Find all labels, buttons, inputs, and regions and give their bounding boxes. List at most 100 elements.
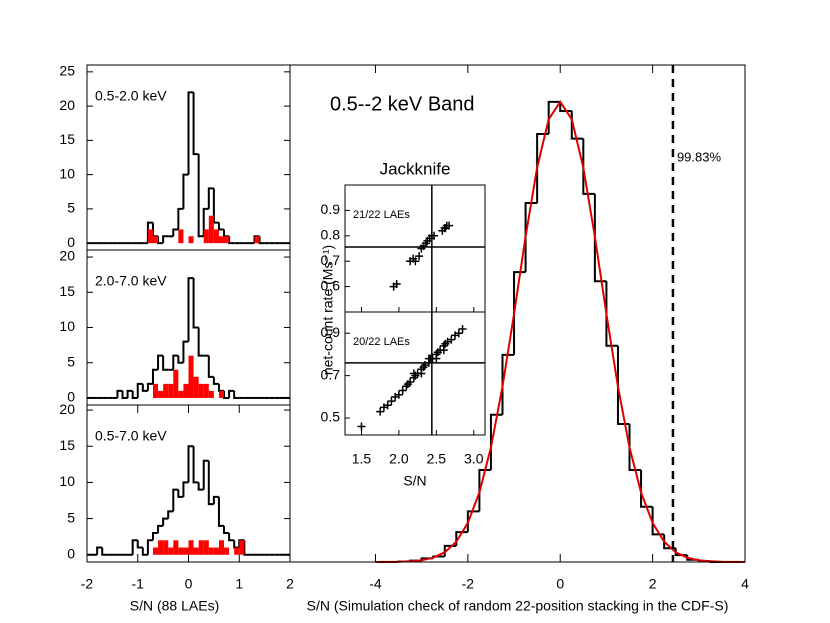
y-tick-label: 5 bbox=[67, 509, 75, 525]
bar bbox=[224, 236, 230, 244]
y-tick-label: 10 bbox=[59, 318, 75, 334]
bar bbox=[178, 390, 184, 398]
point bbox=[409, 369, 418, 378]
histogram-step bbox=[217, 383, 225, 392]
bar bbox=[173, 540, 179, 555]
bar bbox=[188, 355, 194, 398]
point bbox=[411, 257, 420, 266]
histogram-step bbox=[223, 229, 230, 238]
point bbox=[424, 354, 433, 363]
histogram-step bbox=[162, 235, 169, 244]
histogram-step bbox=[146, 539, 153, 555]
x-tick-label: 4 bbox=[741, 576, 749, 592]
histogram-step bbox=[177, 207, 184, 230]
histogram-step bbox=[258, 236, 265, 245]
y-tick-label: 0.7 bbox=[321, 366, 341, 382]
panel-label: 0.5-2.0 keV bbox=[95, 88, 167, 104]
histogram-step bbox=[513, 271, 526, 355]
y-tick-label: 25 bbox=[59, 63, 75, 79]
y-axis-label: net-count rate (Ms⁻¹) bbox=[320, 245, 336, 375]
bar bbox=[173, 369, 179, 398]
x-tick-label: 2.5 bbox=[427, 451, 447, 467]
x-tick-label: 3.0 bbox=[464, 451, 484, 467]
histogram-step bbox=[162, 355, 169, 371]
histogram-step bbox=[207, 355, 214, 378]
histogram-step bbox=[202, 207, 209, 237]
histogram-step bbox=[182, 173, 189, 209]
point bbox=[415, 252, 424, 261]
histogram-step bbox=[146, 382, 153, 391]
panel-frame bbox=[289, 64, 746, 563]
y-tick-label: 15 bbox=[59, 437, 75, 453]
point bbox=[441, 224, 450, 233]
x-tick-label: -2 bbox=[462, 576, 475, 592]
histogram-step bbox=[217, 496, 225, 527]
bar bbox=[188, 540, 194, 555]
y-tick-label: 10 bbox=[59, 473, 75, 489]
histogram-step bbox=[478, 468, 491, 512]
point bbox=[454, 329, 463, 338]
bar bbox=[178, 229, 184, 244]
y-tick-label: 0.5 bbox=[321, 409, 341, 425]
histogram-step bbox=[212, 495, 219, 505]
panel-frame bbox=[344, 184, 486, 313]
point bbox=[447, 335, 456, 344]
histogram-step bbox=[582, 138, 595, 195]
y-tick-label: 15 bbox=[59, 283, 75, 299]
x-tick-label: 0 bbox=[556, 576, 564, 592]
y-tick-label: 10 bbox=[59, 165, 75, 181]
histogram-step bbox=[151, 368, 159, 384]
point bbox=[417, 369, 426, 378]
y-tick-label: 15 bbox=[59, 131, 75, 147]
inset: Jackknife S/N net-count rate (Ms⁻¹) 1.5 2.0 2… bbox=[320, 159, 486, 489]
histogram-step bbox=[593, 193, 607, 283]
y-tick-label: 5 bbox=[67, 200, 75, 216]
panel-label: 21/22 LAEs bbox=[353, 209, 410, 221]
point bbox=[387, 397, 396, 406]
bar bbox=[208, 390, 214, 398]
bar bbox=[163, 540, 169, 555]
x-tick-label: -4 bbox=[369, 576, 382, 592]
point bbox=[357, 422, 366, 431]
x-axis-label: S/N (Simulation check of random 22-posit… bbox=[307, 598, 729, 614]
histogram-step bbox=[136, 540, 143, 549]
histogram-step bbox=[197, 154, 204, 238]
histogram-step bbox=[116, 389, 123, 398]
histogram-panel: 0 5 10 15 20 -2 -1 0 1 2 0.5-7.0 keV S/N (88 LAEs) bbox=[59, 401, 294, 614]
histogram-step bbox=[157, 524, 164, 534]
histogram-step bbox=[628, 423, 642, 471]
bar bbox=[193, 376, 199, 398]
histogram-step bbox=[177, 355, 184, 364]
histogram-step bbox=[233, 390, 240, 399]
bar bbox=[224, 547, 230, 555]
histogram-step bbox=[167, 510, 174, 519]
histogram-step bbox=[651, 506, 665, 536]
inset-title: Jackknife bbox=[380, 159, 451, 178]
histogram-step bbox=[187, 277, 194, 342]
y-tick-label: 0.7 bbox=[321, 252, 341, 268]
fit-curve bbox=[375, 100, 746, 563]
y-tick-label: 0.8 bbox=[321, 227, 341, 243]
histogram-step bbox=[157, 354, 164, 370]
y-tick-label: 0 bbox=[67, 389, 75, 405]
point bbox=[398, 386, 407, 395]
histogram-step bbox=[559, 101, 572, 113]
bar bbox=[203, 229, 209, 244]
histogram-step bbox=[101, 547, 108, 556]
panel-label: 20/22 LAEs bbox=[353, 336, 410, 348]
panel-label: 2.0-7.0 keV bbox=[95, 273, 167, 289]
histogram-step bbox=[151, 532, 159, 541]
bar bbox=[213, 547, 219, 555]
histogram-step bbox=[640, 469, 653, 508]
histogram-step bbox=[228, 236, 235, 245]
bar bbox=[183, 547, 189, 555]
histogram-step bbox=[501, 353, 515, 415]
histogram-step bbox=[524, 202, 538, 273]
x-tick-label: 1 bbox=[235, 576, 243, 592]
histogram-step bbox=[223, 525, 230, 535]
bar bbox=[158, 540, 164, 555]
histogram-step bbox=[182, 481, 189, 497]
histogram-step bbox=[182, 340, 189, 363]
y-tick-label: 0.9 bbox=[321, 201, 341, 217]
x-tick-label: 2 bbox=[286, 576, 294, 592]
